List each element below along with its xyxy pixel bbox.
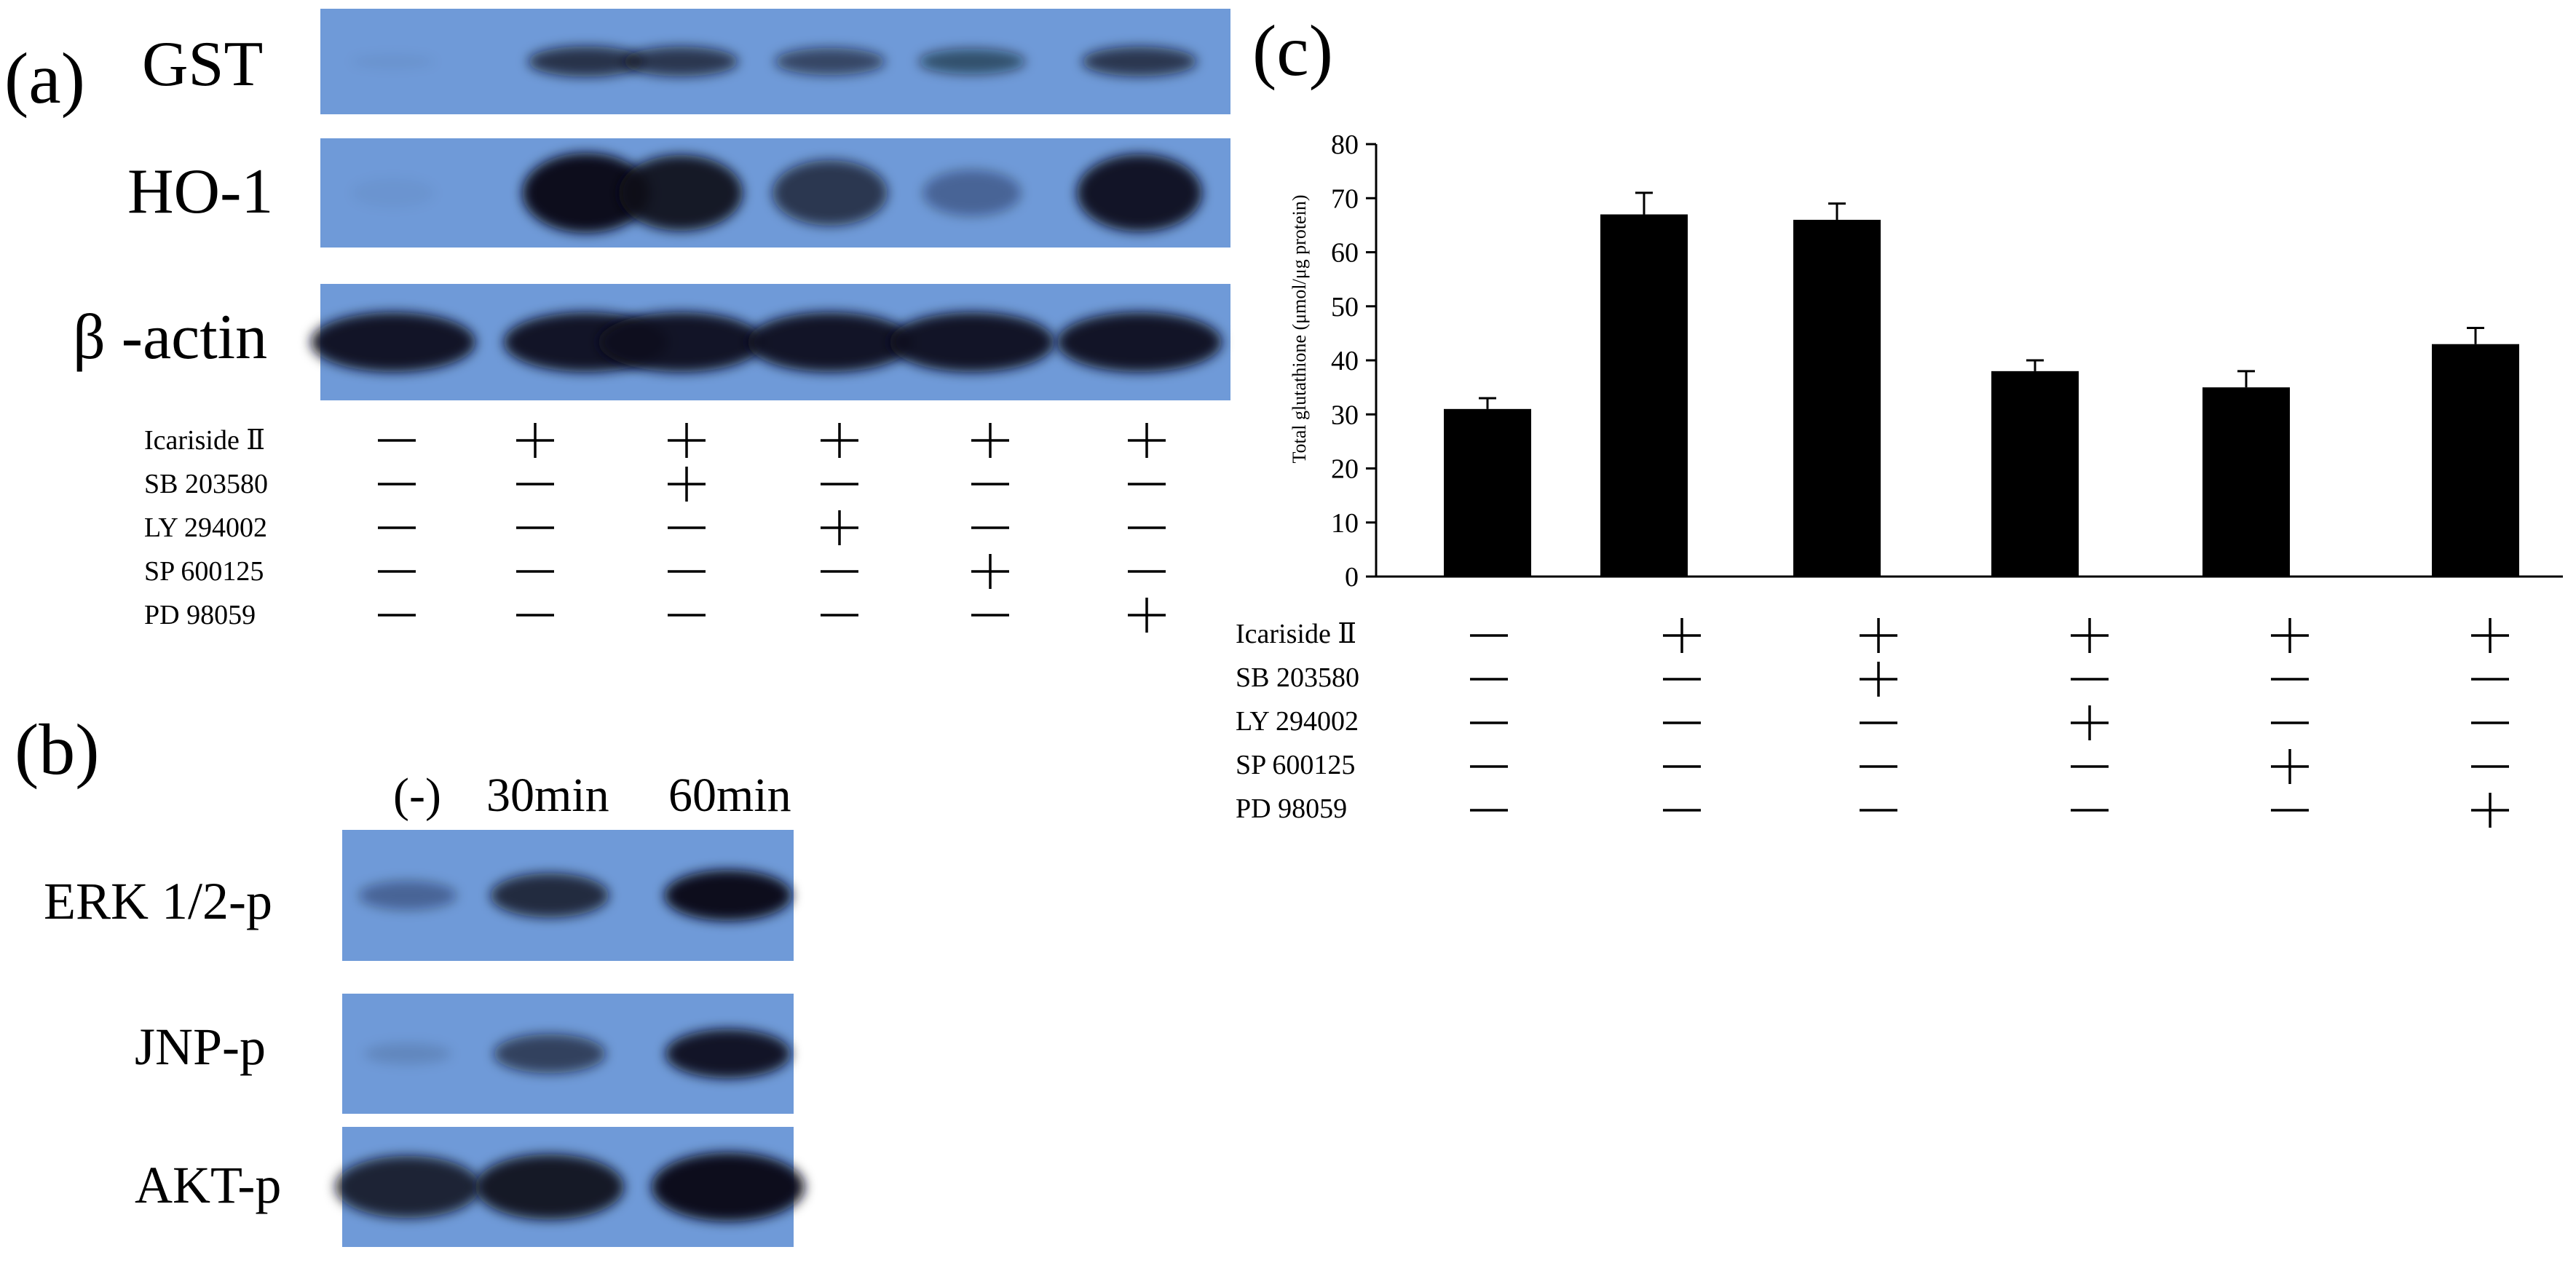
panel-a-blot-2-band: [922, 170, 1022, 216]
treatment-label-a-ly: LY 294002: [144, 512, 267, 543]
panel-b-blot-2-band: [494, 1034, 606, 1074]
chart-bar: [2432, 344, 2519, 577]
panel-b-blot-2-band: [665, 1029, 791, 1079]
panel-a-blot-2-band: [1077, 154, 1202, 232]
chart-bar: [1600, 214, 1688, 577]
treatment-label-a-icariside: Icariside Ⅱ: [144, 425, 266, 456]
chart-y-tick-label: 40: [1331, 346, 1359, 376]
treatment-label-c-ly: LY 294002: [1236, 706, 1359, 737]
blot-label-beta-actin: β -actin: [73, 302, 268, 373]
panel-a-blot-1-band: [918, 48, 1026, 75]
chart-y-tick-label: 70: [1331, 183, 1359, 214]
blot-label-akt: AKT-p: [135, 1156, 282, 1214]
timepoint-60min: 60min: [668, 769, 791, 822]
panel-a-blot-2-band: [350, 178, 436, 208]
treatment-label-c-pd: PD 98059: [1236, 793, 1348, 824]
panel-a-blot-1-band: [350, 54, 436, 69]
chart-bar: [1444, 408, 1531, 577]
blot-label-jnp: JNP-p: [135, 1018, 266, 1076]
chart-y-tick-label: 10: [1331, 508, 1359, 539]
panel-a-blot-3-band: [890, 312, 1054, 373]
panel-b-blot-1-band: [490, 873, 609, 918]
treatment-label-c-sb: SB 203580: [1236, 662, 1359, 693]
treatment-label-c-sp: SP 600125: [1236, 750, 1356, 780]
chart-bar: [1793, 219, 1881, 577]
panel-c: 0 10 20 30 40 50 60 70 80: [1331, 130, 2563, 828]
panel-c-letter: (c): [1252, 10, 1333, 91]
timepoint-30min: 30min: [486, 769, 609, 822]
panel-b-blot-3-band: [652, 1152, 805, 1222]
panel-a: [311, 9, 1230, 633]
panel-b-blot-1-band: [358, 880, 457, 911]
panel-a-blot-1-band: [623, 47, 738, 76]
panel-a-blot-3-band: [1057, 312, 1222, 373]
panel-b: [335, 830, 805, 1247]
panel-b-blot-3-band: [475, 1154, 625, 1220]
treatment-label-c-icariside: Icariside Ⅱ: [1236, 619, 1357, 649]
chart-y-tick-label: 0: [1345, 562, 1359, 593]
panel-a-blot-1-band: [775, 47, 885, 76]
chart-bar: [1991, 371, 2079, 577]
panel-a-blot-3-band: [598, 312, 763, 373]
treatment-label-a-pd: PD 98059: [144, 600, 256, 630]
chart-y-tick-label: 20: [1331, 454, 1359, 485]
chart-y-tick-label: 50: [1331, 292, 1359, 322]
chart-y-tick-label: 30: [1331, 400, 1359, 430]
blot-label-erk: ERK 1/2-p: [44, 872, 272, 930]
panel-a-blot-1-band: [528, 46, 644, 77]
panel-b-letter: (b): [15, 709, 100, 790]
panel-a-blot-2-band: [773, 160, 888, 226]
chart-y-tick-label: 80: [1331, 130, 1359, 160]
panel-a-blot-2-band: [618, 154, 743, 231]
panel-a-blot-1-band: [1082, 47, 1197, 76]
chart-y-tick-label: 60: [1331, 238, 1359, 269]
panel-b-blot-1-band: [664, 870, 792, 921]
treatment-label-a-sp: SP 600125: [144, 556, 264, 587]
timepoint-control: (-): [393, 769, 441, 822]
panel-a-blot-3-band: [311, 312, 475, 373]
chart-bar: [2202, 387, 2290, 577]
blot-label-ho1: HO-1: [127, 157, 274, 227]
panel-a-blot-2-band: [522, 153, 650, 233]
panel-a-blot-3-band: [748, 312, 912, 373]
treatment-label-a-sb: SB 203580: [144, 469, 268, 499]
panel-b-blot-2-band: [363, 1042, 452, 1065]
panel-a-letter: (a): [4, 38, 85, 119]
blot-label-gst: GST: [142, 29, 264, 100]
chart-y-axis-label: Total glutathione (μmol/μg protein): [1289, 194, 1310, 464]
panel-b-blot-3-band: [335, 1155, 481, 1219]
